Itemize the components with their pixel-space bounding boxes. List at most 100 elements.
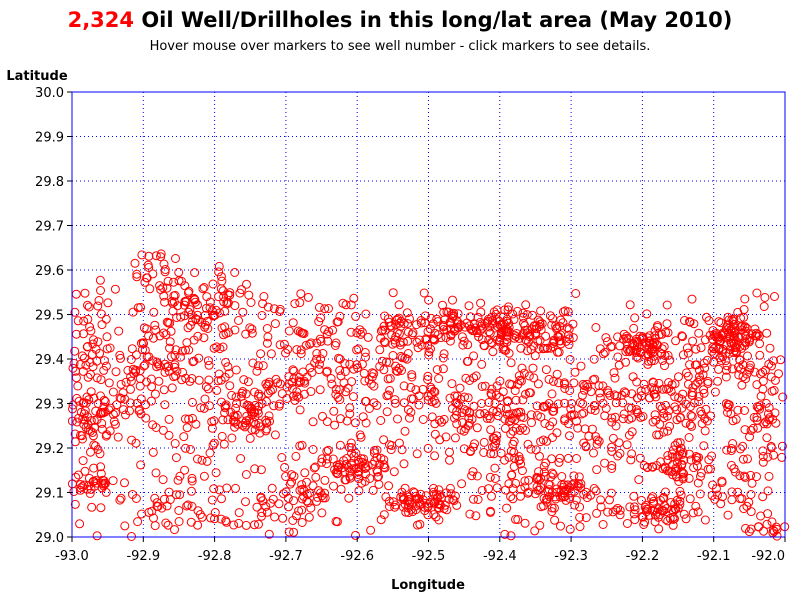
well-marker[interactable] [485,414,495,423]
well-marker[interactable] [294,392,304,402]
well-marker[interactable] [315,359,324,369]
well-marker[interactable] [182,423,192,433]
well-marker[interactable] [749,412,759,422]
well-marker[interactable] [193,454,202,464]
well-marker[interactable] [615,448,625,458]
well-marker[interactable] [369,381,379,391]
well-marker[interactable] [641,384,651,394]
well-marker[interactable] [556,315,566,325]
well-marker[interactable] [252,502,262,512]
well-marker[interactable] [687,412,697,422]
well-marker[interactable] [579,438,589,448]
well-marker[interactable] [637,496,646,505]
well-marker[interactable] [737,494,747,504]
well-marker[interactable] [758,446,768,456]
well-marker[interactable] [632,393,642,403]
well-marker[interactable] [615,341,625,351]
well-marker[interactable] [694,328,704,338]
well-marker[interactable] [580,381,589,391]
well-marker[interactable] [284,326,294,336]
well-marker[interactable] [68,363,78,373]
well-marker[interactable] [572,481,582,491]
well-marker[interactable] [393,366,402,376]
well-marker[interactable] [175,352,185,362]
well-marker[interactable] [428,319,438,329]
well-marker[interactable] [655,419,665,429]
well-marker[interactable] [69,358,79,368]
well-marker[interactable] [92,531,102,541]
well-marker[interactable] [554,457,564,467]
well-marker[interactable] [650,410,660,420]
well-marker[interactable] [458,418,468,428]
well-marker[interactable] [663,451,673,460]
well-marker[interactable] [542,495,551,505]
well-marker[interactable] [485,472,495,482]
well-marker[interactable] [81,422,91,432]
well-marker[interactable] [736,364,746,374]
well-marker[interactable] [222,298,232,307]
well-marker[interactable] [577,409,587,419]
well-marker[interactable] [312,349,322,358]
well-marker[interactable] [250,425,260,435]
well-marker[interactable] [367,368,377,378]
well-marker[interactable] [270,512,280,522]
well-marker[interactable] [672,415,682,425]
well-marker[interactable] [177,276,186,286]
well-marker[interactable] [601,404,611,413]
well-marker[interactable] [677,331,687,341]
well-marker[interactable] [674,372,683,382]
well-marker[interactable] [163,276,173,286]
well-marker[interactable] [465,509,475,519]
well-marker[interactable] [451,398,461,408]
well-marker[interactable] [217,397,226,407]
well-marker[interactable] [86,387,96,397]
well-marker[interactable] [693,461,702,471]
well-marker[interactable] [699,385,709,395]
well-marker[interactable] [762,328,772,338]
well-marker[interactable] [300,378,310,388]
well-marker[interactable] [382,407,392,417]
well-marker[interactable] [322,417,332,427]
well-marker[interactable] [480,409,490,418]
well-marker[interactable] [629,323,639,333]
well-marker[interactable] [613,352,623,362]
well-marker[interactable] [306,387,316,396]
well-marker[interactable] [210,508,220,517]
well-marker[interactable] [291,451,301,461]
well-marker[interactable] [175,490,185,500]
well-marker[interactable] [468,467,478,477]
well-marker[interactable] [457,408,467,418]
well-marker[interactable] [77,351,87,361]
well-marker[interactable] [302,496,312,506]
well-marker[interactable] [402,308,412,318]
well-marker[interactable] [491,436,501,446]
well-marker[interactable] [536,473,546,483]
well-marker[interactable] [746,490,756,499]
well-marker[interactable] [573,423,583,433]
well-marker[interactable] [530,351,540,361]
well-marker[interactable] [423,443,433,453]
well-marker[interactable] [431,512,441,522]
well-marker[interactable] [345,409,355,419]
well-marker[interactable] [495,376,505,386]
well-marker[interactable] [526,444,536,454]
well-marker[interactable] [714,344,724,354]
well-marker[interactable] [730,342,740,352]
well-marker[interactable] [95,275,105,285]
well-marker[interactable] [399,319,409,329]
well-marker[interactable] [340,367,350,377]
well-marker[interactable] [212,342,222,352]
well-marker[interactable] [97,320,107,330]
well-marker[interactable] [621,388,631,398]
well-marker[interactable] [262,338,272,348]
well-marker[interactable] [244,290,254,300]
well-marker[interactable] [116,379,126,389]
well-marker[interactable] [610,373,620,383]
well-marker[interactable] [176,312,186,322]
well-marker[interactable] [335,366,345,375]
well-marker[interactable] [394,313,404,323]
well-marker[interactable] [239,399,249,408]
well-marker[interactable] [637,512,647,521]
well-marker[interactable] [577,390,587,400]
well-marker[interactable] [544,485,554,495]
